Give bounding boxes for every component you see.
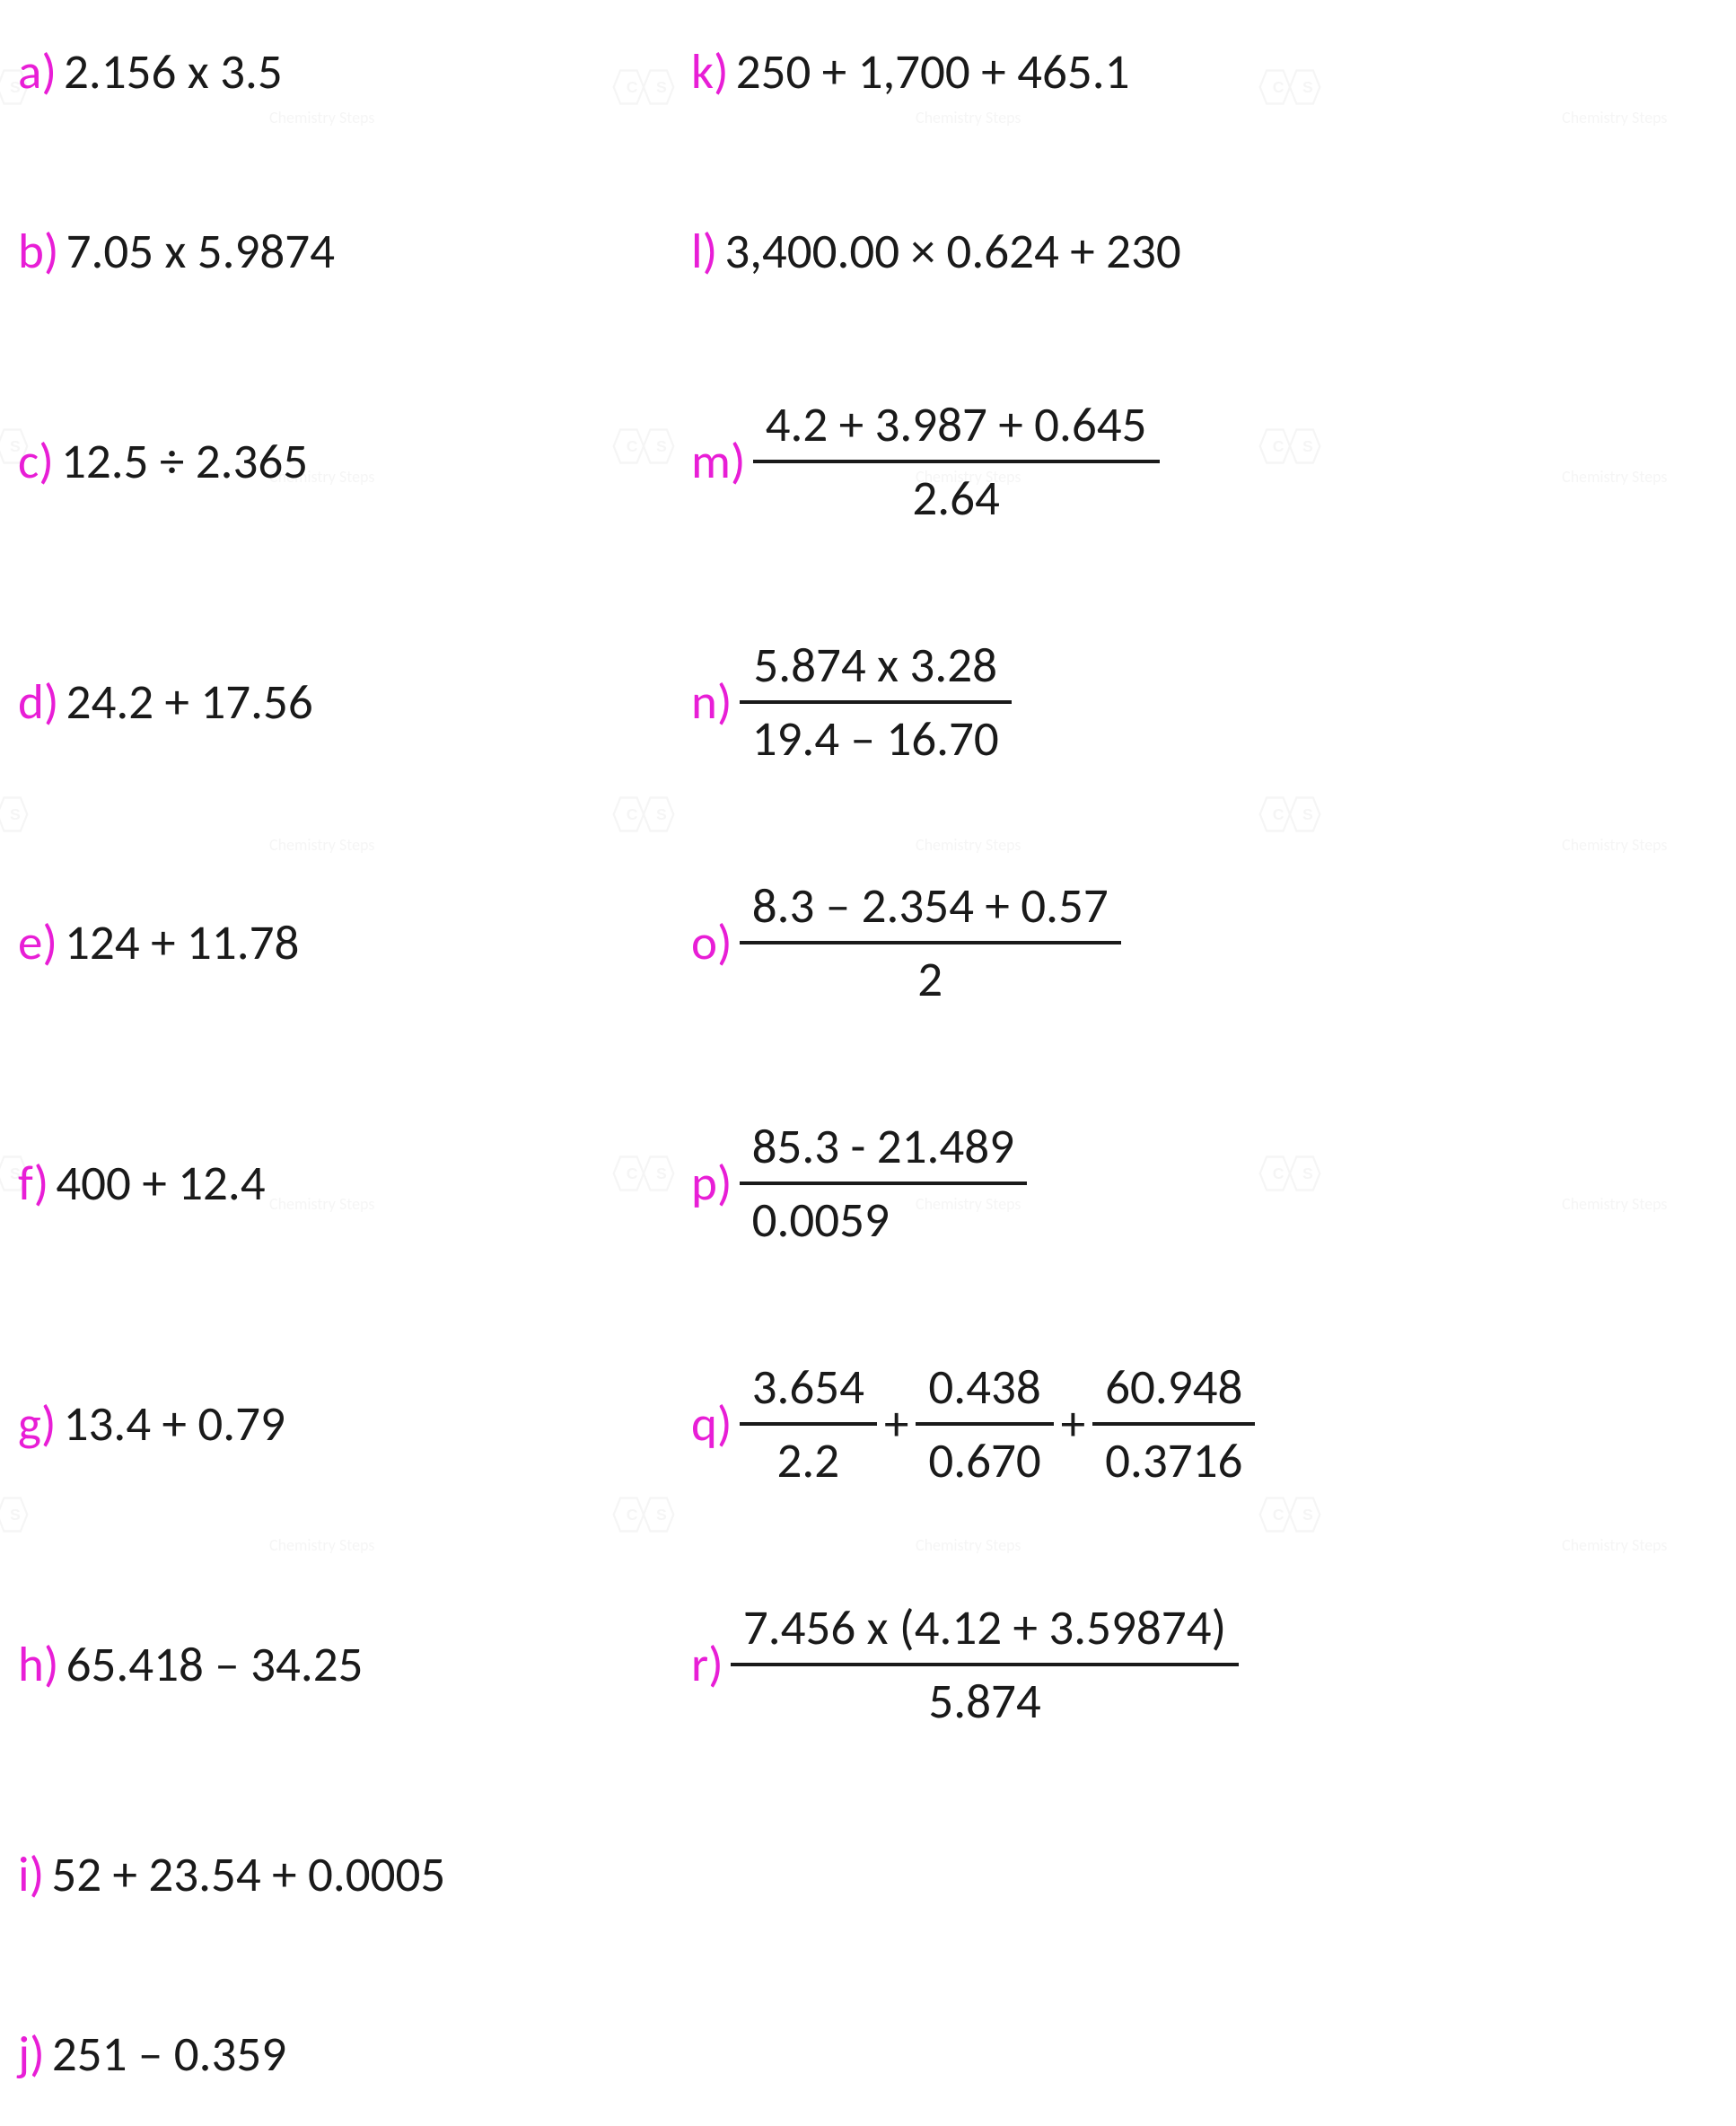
problem-letter: l) bbox=[691, 222, 717, 281]
problems-grid: a) 2.156 x 3.5 k) 250 + 1,700 + 465.1 b)… bbox=[18, 36, 1718, 2090]
problem-expression: 251 – 0.359 bbox=[52, 2025, 286, 2084]
operator: + bbox=[1061, 1394, 1085, 1454]
problem-letter: a) bbox=[18, 42, 57, 101]
denominator: 2.64 bbox=[753, 463, 1160, 528]
operator: + bbox=[884, 1394, 908, 1454]
problem-q: q) 3.654 2.2 + 0.438 0.670 + 60.948 0.37… bbox=[673, 1357, 1718, 1490]
problem-letter: j) bbox=[18, 2025, 45, 2084]
denominator: 19.4 – 16.70 bbox=[740, 704, 1012, 769]
problem-j: j) 251 – 0.359 bbox=[18, 2018, 664, 2090]
problem-expression: 52 + 23.54 + 0.0005 bbox=[51, 1845, 445, 1904]
empty-cell bbox=[673, 1839, 1718, 1911]
problem-o: o) 8.3 – 2.354 + 0.57 2 bbox=[673, 876, 1718, 1009]
numerator: 5.874 x 3.28 bbox=[740, 636, 1012, 704]
problem-g: g) 13.4 + 0.79 bbox=[18, 1357, 664, 1490]
problem-i: i) 52 + 23.54 + 0.0005 bbox=[18, 1839, 664, 1911]
fraction-2: 0.438 0.670 bbox=[916, 1357, 1053, 1490]
problem-f: f) 400 + 12.4 bbox=[18, 1117, 664, 1250]
problem-h: h) 65.418 – 34.25 bbox=[18, 1598, 664, 1731]
problem-letter: o) bbox=[691, 913, 732, 972]
problem-expression: 13.4 + 0.79 bbox=[64, 1394, 285, 1454]
numerator: 60.948 bbox=[1092, 1357, 1255, 1426]
problem-r: r) 7.456 x (4.12 + 3.59874) 5.874 bbox=[673, 1598, 1718, 1731]
fraction: 4.2 + 3.987 + 0.645 2.64 bbox=[753, 395, 1160, 528]
problem-a: a) 2.156 x 3.5 bbox=[18, 36, 664, 108]
problem-letter: p) bbox=[691, 1154, 732, 1213]
problem-e: e) 124 + 11.78 bbox=[18, 876, 664, 1009]
denominator: 0.0059 bbox=[740, 1185, 1027, 1250]
problem-letter: r) bbox=[691, 1635, 723, 1694]
denominator: 2 bbox=[740, 944, 1121, 1009]
problem-letter: h) bbox=[18, 1635, 59, 1694]
problem-expression: 7.05 x 5.9874 bbox=[66, 222, 335, 281]
problem-expression: 124 + 11.78 bbox=[65, 913, 299, 972]
problem-expression: 24.2 + 17.56 bbox=[66, 672, 313, 732]
numerator: 8.3 – 2.354 + 0.57 bbox=[740, 876, 1121, 944]
empty-cell bbox=[673, 2018, 1718, 2090]
problem-expression: 65.418 – 34.25 bbox=[66, 1635, 364, 1694]
problem-letter: i) bbox=[18, 1845, 44, 1904]
problem-letter: c) bbox=[18, 432, 54, 491]
fraction-1: 3.654 2.2 bbox=[740, 1357, 877, 1490]
problem-letter: n) bbox=[691, 672, 732, 732]
problem-letter: m) bbox=[691, 432, 746, 491]
numerator: 85.3 - 21.489 bbox=[740, 1117, 1027, 1185]
numerator: 0.438 bbox=[916, 1357, 1053, 1426]
denominator: 5.874 bbox=[731, 1666, 1239, 1731]
problem-expression: 250 + 1,700 + 465.1 bbox=[736, 42, 1130, 101]
fraction: 7.456 x (4.12 + 3.59874) 5.874 bbox=[731, 1598, 1239, 1731]
problem-letter: b) bbox=[18, 222, 59, 281]
problem-b: b) 7.05 x 5.9874 bbox=[18, 215, 664, 287]
problem-letter: d) bbox=[18, 672, 59, 732]
denominator: 0.670 bbox=[916, 1426, 1053, 1490]
problem-letter: g) bbox=[18, 1394, 57, 1454]
problem-letter: e) bbox=[18, 913, 57, 972]
problem-expression: 12.5 ÷ 2.365 bbox=[61, 432, 308, 491]
fraction-3: 60.948 0.3716 bbox=[1092, 1357, 1255, 1490]
problem-p: p) 85.3 - 21.489 0.0059 bbox=[673, 1117, 1718, 1250]
problem-expression: 400 + 12.4 bbox=[56, 1154, 265, 1213]
fraction: 8.3 – 2.354 + 0.57 2 bbox=[740, 876, 1121, 1009]
problem-letter: k) bbox=[691, 42, 729, 101]
fraction: 5.874 x 3.28 19.4 – 16.70 bbox=[740, 636, 1012, 769]
problem-k: k) 250 + 1,700 + 465.1 bbox=[673, 36, 1718, 108]
numerator: 4.2 + 3.987 + 0.645 bbox=[753, 395, 1160, 463]
fraction: 85.3 - 21.489 0.0059 bbox=[740, 1117, 1027, 1250]
problem-c: c) 12.5 ÷ 2.365 bbox=[18, 395, 664, 528]
denominator: 2.2 bbox=[740, 1426, 877, 1490]
denominator: 0.3716 bbox=[1092, 1426, 1255, 1490]
problem-expression: 2.156 x 3.5 bbox=[64, 42, 283, 101]
problem-letter: f) bbox=[18, 1154, 48, 1213]
problem-n: n) 5.874 x 3.28 19.4 – 16.70 bbox=[673, 636, 1718, 769]
problem-d: d) 24.2 + 17.56 bbox=[18, 636, 664, 769]
numerator: 3.654 bbox=[740, 1357, 877, 1426]
numerator: 7.456 x (4.12 + 3.59874) bbox=[731, 1598, 1239, 1666]
problem-letter: q) bbox=[691, 1394, 732, 1454]
problem-m: m) 4.2 + 3.987 + 0.645 2.64 bbox=[673, 395, 1718, 528]
problem-expression: 3,400.00 × 0.624 + 230 bbox=[724, 222, 1180, 281]
problem-l: l) 3,400.00 × 0.624 + 230 bbox=[673, 215, 1718, 287]
